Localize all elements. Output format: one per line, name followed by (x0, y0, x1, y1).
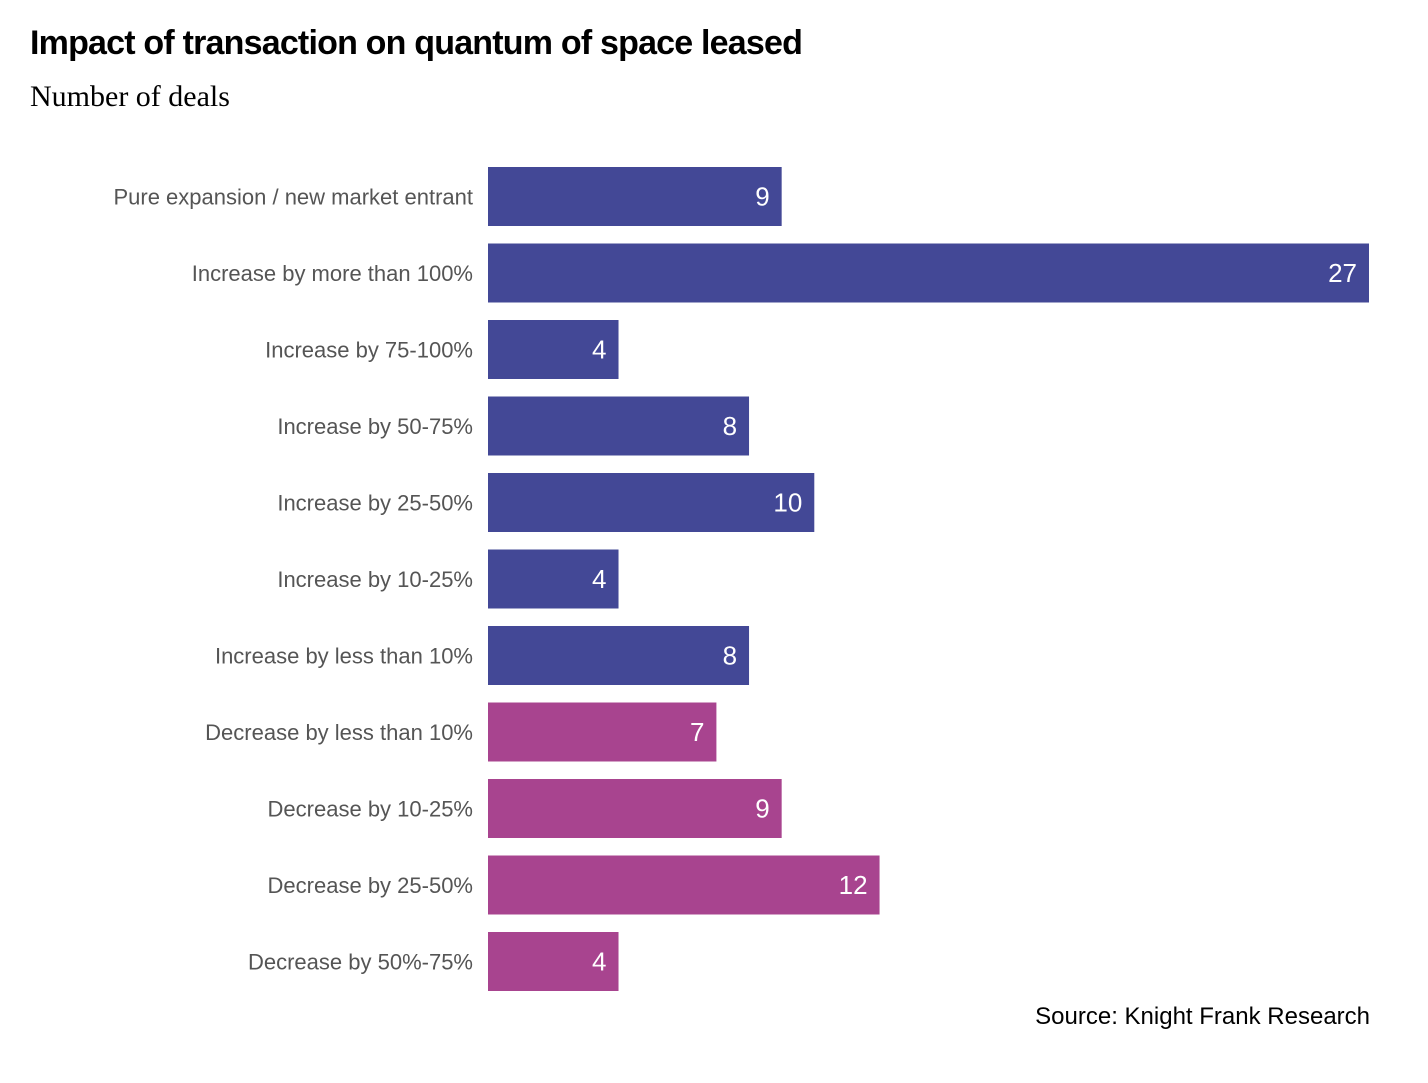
category-label: Decrease by 25-50% (268, 873, 473, 898)
value-label: 8 (723, 641, 737, 671)
category-label: Increase by 25-50% (277, 491, 473, 516)
bar-2 (488, 320, 619, 379)
chart-title: Impact of transaction on quantum of spac… (30, 24, 803, 62)
value-label: 4 (592, 335, 606, 365)
bar-4 (488, 473, 815, 532)
category-label: Decrease by less than 10% (205, 720, 473, 745)
bar-1 (488, 243, 1369, 303)
value-label: 4 (592, 564, 606, 594)
value-label: 12 (839, 870, 868, 900)
value-label: 8 (723, 411, 737, 441)
source-note: Source: Knight Frank Research (1035, 1003, 1370, 1030)
bar-6 (488, 626, 750, 685)
bar-3 (488, 396, 750, 456)
category-label: Decrease by 50%-75% (248, 950, 473, 975)
bar-8 (488, 779, 782, 838)
category-label: Increase by 10-25% (277, 567, 473, 592)
category-label: Increase by 75-100% (265, 338, 473, 363)
bar-0 (488, 167, 782, 226)
value-label: 27 (1328, 258, 1357, 288)
value-label: 4 (592, 947, 606, 977)
value-label: 10 (773, 488, 802, 518)
bar-5 (488, 549, 619, 609)
category-label: Increase by more than 100% (192, 261, 473, 286)
value-label: 9 (755, 182, 769, 212)
value-label: 9 (755, 794, 769, 824)
bars-group: Pure expansion / new market entrant 9 Incr… (113, 167, 1369, 991)
category-label: Increase by 50-75% (277, 414, 473, 439)
category-label: Increase by less than 10% (215, 644, 473, 669)
value-label: 7 (690, 717, 704, 747)
bar-9 (488, 855, 880, 915)
bar-7 (488, 702, 717, 762)
category-label: Pure expansion / new market entrant (113, 185, 473, 210)
category-label: Decrease by 10-25% (268, 797, 473, 822)
bar-10 (488, 932, 619, 991)
chart-subtitle: Number of deals (30, 80, 230, 113)
